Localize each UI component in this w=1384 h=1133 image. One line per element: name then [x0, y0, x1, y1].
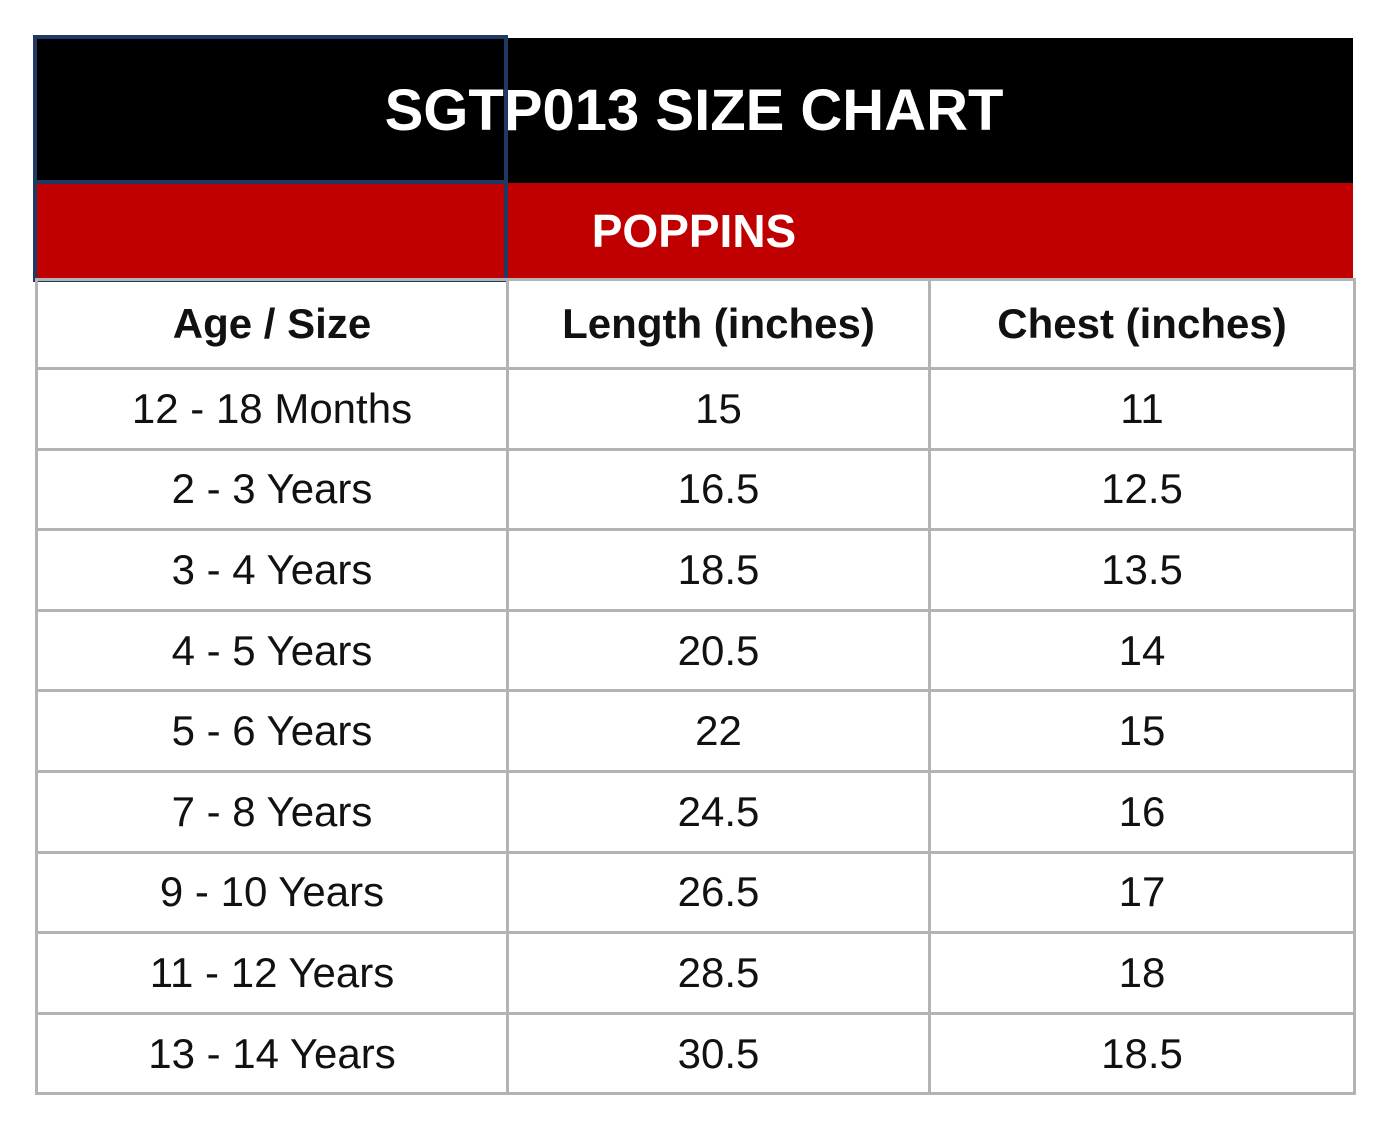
- measure-cell: 12.5: [928, 447, 1356, 532]
- measure-cell: 24.5: [506, 770, 931, 854]
- measure-cell: 14: [928, 608, 1356, 693]
- measure-cell: 30.5: [506, 1011, 931, 1096]
- measure-cell: 28.5: [506, 931, 931, 1015]
- measure-cell: 26.5: [506, 850, 931, 935]
- column-header: Age / Size: [35, 278, 509, 370]
- column-header: Chest (inches): [928, 278, 1356, 370]
- size-cell: 12 - 18 Months: [35, 367, 509, 451]
- measure-cell: 11: [928, 367, 1356, 451]
- size-cell: 4 - 5 Years: [35, 608, 509, 693]
- size-cell: 5 - 6 Years: [35, 689, 509, 773]
- measure-cell: 18.5: [506, 528, 931, 612]
- size-cell: 2 - 3 Years: [35, 447, 509, 532]
- measure-cell: 13.5: [928, 528, 1356, 612]
- column-header: Length (inches): [506, 278, 931, 370]
- measure-cell: 18.5: [928, 1011, 1356, 1096]
- measure-cell: 15: [506, 367, 931, 451]
- title: SGTP013 SIZE CHART: [35, 38, 1353, 183]
- measure-cell: 20.5: [506, 608, 931, 693]
- measure-cell: 16: [928, 770, 1356, 854]
- measure-cell: 15: [928, 689, 1356, 773]
- size-cell: 7 - 8 Years: [35, 770, 509, 854]
- size-cell: 3 - 4 Years: [35, 528, 509, 612]
- selection-border: [33, 35, 508, 282]
- measure-cell: 17: [928, 850, 1356, 935]
- measure-cell: 18: [928, 931, 1356, 1015]
- size-cell: 9 - 10 Years: [35, 850, 509, 935]
- size-cell: 11 - 12 Years: [35, 931, 509, 1015]
- size-cell: 13 - 14 Years: [35, 1011, 509, 1096]
- measure-cell: 16.5: [506, 447, 931, 532]
- subtitle: POPPINS: [35, 183, 1353, 278]
- selection-border: [33, 180, 508, 184]
- measure-cell: 22: [506, 689, 931, 773]
